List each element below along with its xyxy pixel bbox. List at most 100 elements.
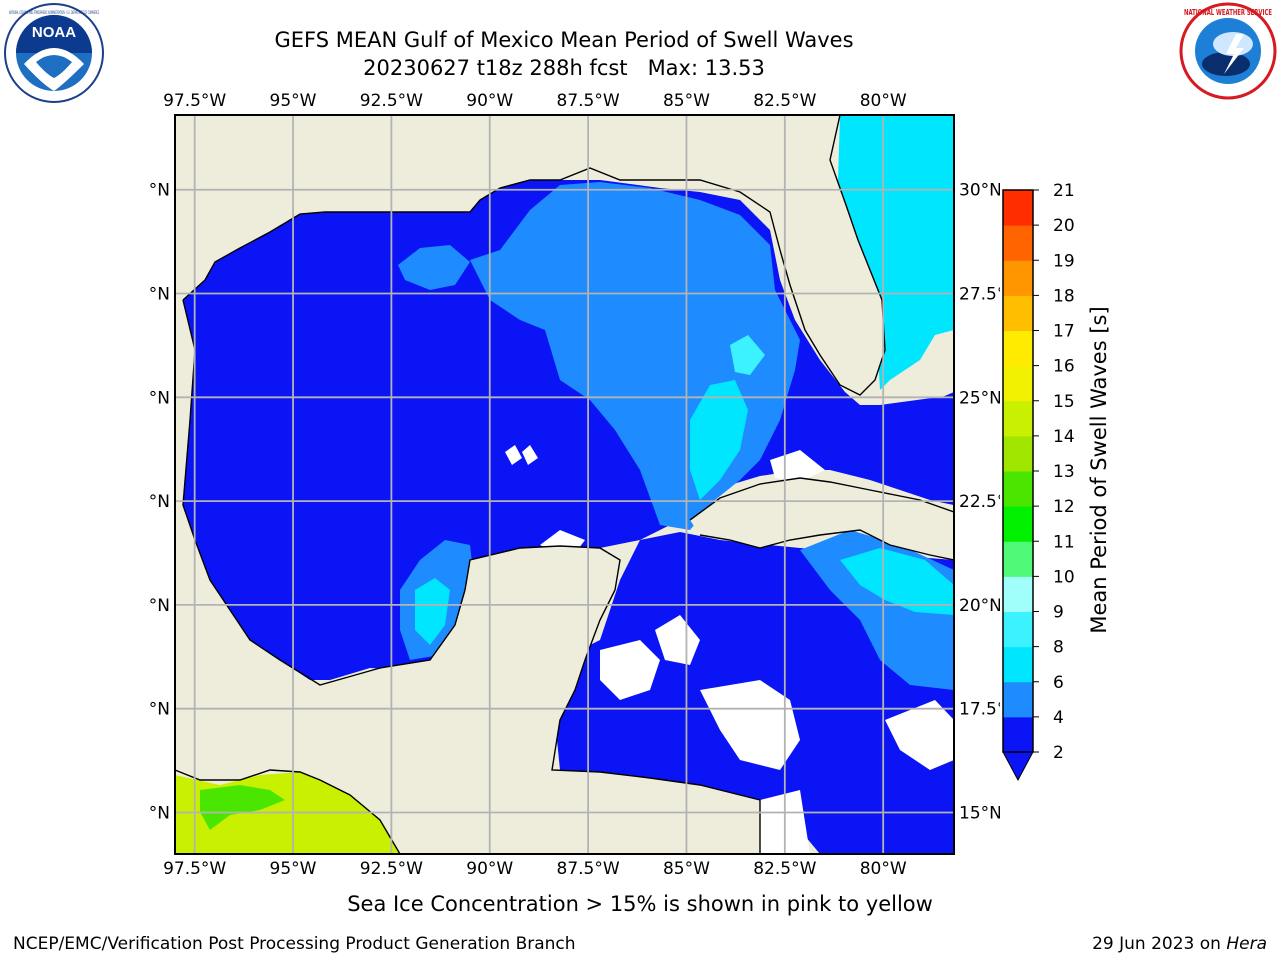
swell-field-atlantic: [880, 395, 954, 505]
lat-label-right: 22.5°N: [959, 492, 1000, 512]
colorbar-tick-label: 16: [1053, 357, 1075, 377]
lon-label-top: 80°W: [860, 91, 907, 111]
lat-label-left: 22.5°N: [150, 492, 170, 512]
noaa-logo-text: NOAA: [32, 24, 76, 41]
lat-label-left: 20°N: [150, 596, 170, 616]
map-subtitle: 20230627 t18z 288h fcst Max: 13.53: [363, 56, 765, 80]
gulf-map: 97.5°W 97.5°W 95°W 95°W 92.5°W 92.5°W 90°W 90°W…: [150, 91, 1000, 879]
lat-label-left: 25°N: [150, 388, 170, 408]
lat-label-left: 27.5°N: [150, 285, 170, 305]
lon-label-top: 90°W: [466, 91, 513, 111]
colorbar-extension: [1002, 751, 1034, 782]
footer-date: 29 Jun 2023 on Hera: [1092, 934, 1267, 954]
lat-label-right: 17.5°N: [959, 700, 1000, 720]
colorbar-tick-label: 17: [1053, 322, 1075, 342]
nws-ring-text: NATIONAL WEATHER SERVICE: [1184, 8, 1272, 17]
colorbar-block: [1003, 471, 1033, 507]
swell-field-pacific-green: [200, 785, 285, 830]
footer-host: Hera: [1226, 934, 1267, 954]
noaa-logo: NOAA NATIONAL OCEANIC AND ATMOSPHERIC AD…: [4, 3, 104, 103]
lon-label-bottom: 80°W: [860, 859, 907, 879]
colorbar-tick-label: 18: [1053, 286, 1075, 306]
colorbar-block: [1003, 260, 1033, 296]
colorbar-tick-label: 8: [1053, 638, 1064, 658]
lon-label-bottom: 85°W: [663, 859, 710, 879]
lat-label-right: 30°N: [959, 181, 1000, 201]
no-data-patch-3: [700, 680, 800, 770]
colorbar-tick-label: 20: [1053, 216, 1075, 236]
colorbar-block: [1003, 506, 1033, 542]
lon-label-bottom: 87.5°W: [557, 859, 620, 879]
lon-label-bottom: 90°W: [466, 859, 513, 879]
lon-label-top: 95°W: [270, 91, 317, 111]
lat-label-right: 20°N: [959, 596, 1000, 616]
colorbar-block: [1003, 190, 1033, 226]
map-frame: [174, 114, 955, 855]
colorbar-block: [1003, 576, 1033, 612]
colorbar-block: [1003, 400, 1033, 437]
land-yucatan: [175, 546, 760, 854]
lon-label-bottom: 97.5°W: [163, 859, 226, 879]
nws-logo: NATIONAL WEATHER SERVICE: [1179, 2, 1277, 100]
land-us-coast: [175, 115, 840, 300]
map-tick-labels: 97.5°W 97.5°W 95°W 95°W 92.5°W 92.5°W 90°W 90°W…: [150, 91, 1000, 879]
lat-label-right: 25°N: [959, 388, 1000, 408]
colorbar-block: [1003, 681, 1033, 718]
footer-date-text: 29 Jun 2023 on: [1092, 934, 1221, 954]
colorbar-block: [1003, 716, 1033, 753]
lat-label-left: 30°N: [150, 181, 170, 201]
swell-field-cyan-east: [840, 548, 954, 615]
colorbar-tick-label: 15: [1053, 392, 1075, 412]
lon-label-bottom: 82.5°W: [753, 859, 816, 879]
swell-field-western-patch: [398, 245, 470, 290]
lat-label-left: 17.5°N: [150, 700, 170, 720]
no-data-patch-5: [885, 700, 954, 770]
colorbar-tick-label: 19: [1053, 251, 1075, 271]
colorbar-tick-label: 10: [1053, 567, 1075, 587]
colorbar-block: [1003, 225, 1033, 261]
footer-branch: NCEP/EMC/Verification Post Processing Pr…: [13, 934, 576, 954]
colorbar-label: Mean Period of Swell Waves [s]: [1087, 306, 1111, 633]
lon-label-top: 82.5°W: [753, 91, 816, 111]
no-data-patch-1: [600, 640, 660, 700]
graticule: [175, 115, 954, 854]
sea-ice-note: Sea Ice Concentration > 15% is shown in …: [347, 892, 933, 916]
colorbar-tick-label: 13: [1053, 462, 1075, 482]
colorbar-block: [1003, 435, 1033, 472]
swell-field-cyan-central: [690, 380, 748, 500]
colorbar-block: [1003, 295, 1033, 331]
colorbar: 2 4 6 8 9 10 11 12 13 14 15 16 17 18 19 20 21 Mean Perio…: [1002, 181, 1111, 782]
colorbar-block: [1003, 541, 1033, 577]
colorbar-block: [1003, 611, 1033, 648]
lat-label-right: 27.5°N: [959, 285, 1000, 305]
land-mexico: [175, 300, 280, 680]
no-data-patch-2: [655, 615, 700, 665]
colorbar-tick-label: 12: [1053, 497, 1075, 517]
colorbar-tick-label: 4: [1053, 708, 1064, 728]
lat-label-right: 15°N: [959, 803, 1000, 823]
colorbar-block: [1003, 330, 1033, 367]
lon-label-top: 85°W: [663, 91, 710, 111]
colorbar-block: [1003, 365, 1033, 402]
land-cuba: [690, 478, 954, 560]
lon-label-bottom: 92.5°W: [360, 859, 423, 879]
no-data-patch-6: [770, 450, 825, 482]
swell-field-cyan-patch2: [730, 335, 765, 375]
colorbar-tick-label: 21: [1053, 181, 1075, 201]
colorbar-tick-label: 14: [1053, 427, 1075, 447]
map-title: GEFS MEAN Gulf of Mexico Mean Period of …: [274, 28, 854, 52]
no-data-patch-7: [505, 445, 538, 465]
colorbar-tick-label: 11: [1053, 532, 1075, 552]
noaa-ring-text: NATIONAL OCEANIC AND ATMOSPHERIC ADMINIS…: [9, 10, 99, 16]
swell-field-cyan-atlantic: [838, 115, 954, 390]
lon-label-top: 92.5°W: [360, 91, 423, 111]
lat-label-left: 15°N: [150, 803, 170, 823]
swell-field-cyan-west: [415, 578, 450, 645]
colorbar-block: [1003, 646, 1033, 683]
colorbar-tick-label: 2: [1053, 743, 1064, 763]
lon-label-top: 97.5°W: [163, 91, 226, 111]
colorbar-tick-label: 9: [1053, 603, 1064, 623]
lon-label-top: 87.5°W: [557, 91, 620, 111]
colorbar-tick-label: 6: [1053, 673, 1064, 693]
lon-label-bottom: 95°W: [270, 859, 317, 879]
